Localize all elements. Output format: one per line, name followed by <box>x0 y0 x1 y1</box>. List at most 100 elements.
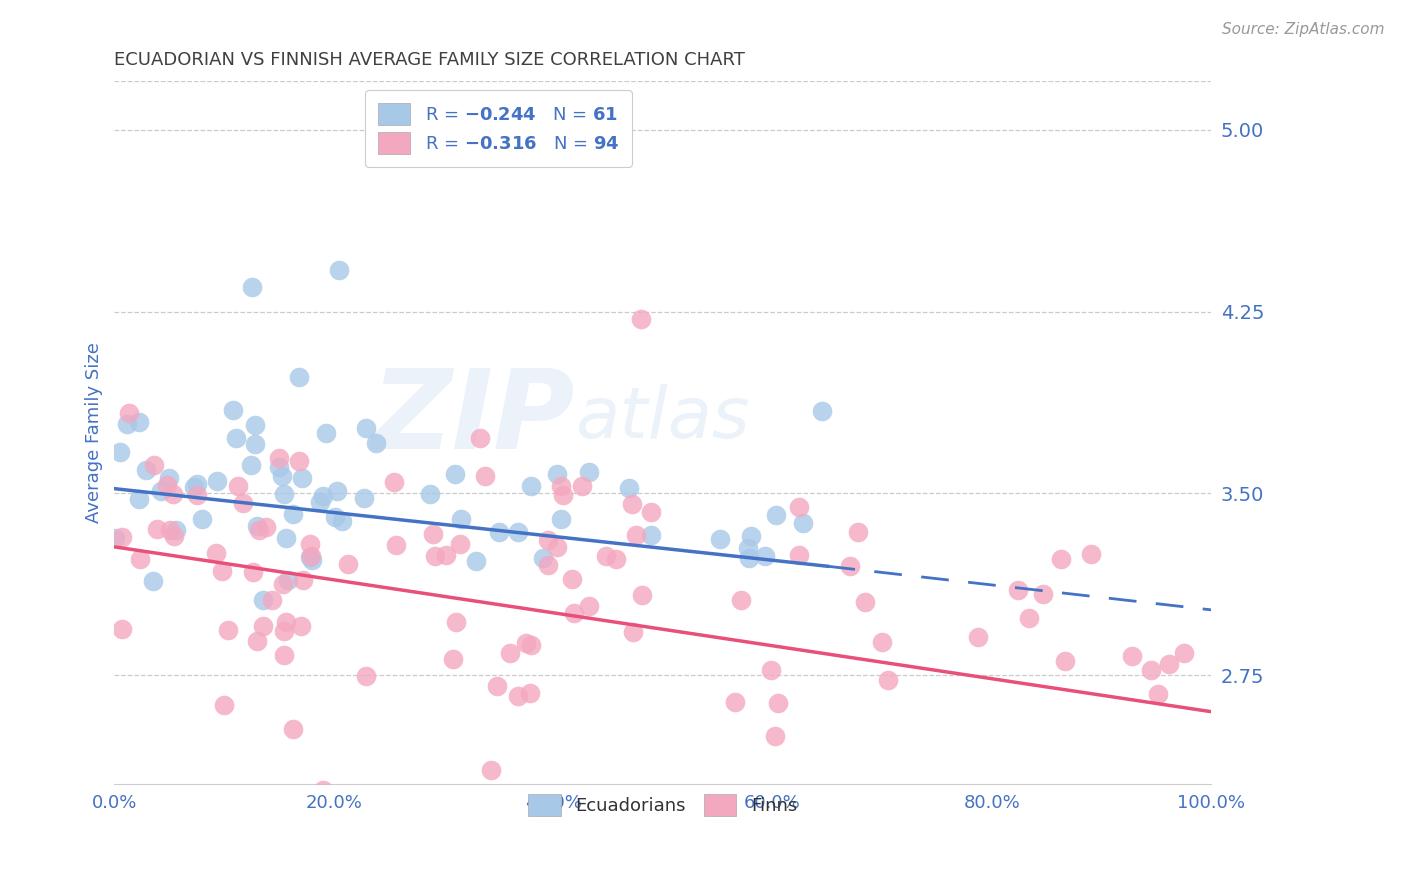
Point <box>546 541 568 555</box>
Point <box>578 465 600 479</box>
Point <box>709 532 731 546</box>
Point <box>252 619 274 633</box>
Legend: Ecuadorians, Finns: Ecuadorians, Finns <box>519 785 806 824</box>
Point <box>621 497 644 511</box>
Point <box>537 533 560 547</box>
Point <box>508 525 530 540</box>
Point <box>789 500 811 515</box>
Point <box>550 479 572 493</box>
Point <box>291 573 314 587</box>
Point <box>217 623 239 637</box>
Point <box>564 606 586 620</box>
Point <box>128 416 150 430</box>
Point <box>1140 663 1163 677</box>
Point <box>765 508 787 523</box>
Point <box>273 624 295 639</box>
Point <box>624 528 647 542</box>
Point <box>846 525 869 540</box>
Point <box>118 406 141 420</box>
Point <box>1053 654 1076 668</box>
Point <box>853 595 876 609</box>
Point <box>315 426 337 441</box>
Point <box>839 559 862 574</box>
Point <box>276 615 298 629</box>
Point <box>323 509 346 524</box>
Point <box>212 698 235 712</box>
Point <box>595 549 617 563</box>
Point <box>183 480 205 494</box>
Point <box>876 673 898 688</box>
Point <box>269 451 291 466</box>
Point <box>298 537 321 551</box>
Point <box>104 532 127 546</box>
Point <box>247 523 270 537</box>
Point <box>419 487 441 501</box>
Point <box>211 564 233 578</box>
Point <box>246 519 269 533</box>
Point <box>246 634 269 648</box>
Point <box>870 634 893 648</box>
Point <box>1050 552 1073 566</box>
Point <box>301 553 323 567</box>
Point <box>630 312 652 326</box>
Point <box>290 619 312 633</box>
Point <box>276 531 298 545</box>
Point <box>159 523 181 537</box>
Point <box>520 479 543 493</box>
Point <box>186 488 208 502</box>
Point <box>226 479 249 493</box>
Point <box>441 651 464 665</box>
Point <box>1121 648 1143 663</box>
Point <box>326 484 349 499</box>
Point <box>740 529 762 543</box>
Point <box>252 593 274 607</box>
Point <box>640 528 662 542</box>
Point <box>967 631 990 645</box>
Point <box>479 763 502 777</box>
Point <box>621 625 644 640</box>
Point <box>108 445 131 459</box>
Point <box>288 370 311 384</box>
Point <box>1173 646 1195 660</box>
Text: Source: ZipAtlas.com: Source: ZipAtlas.com <box>1222 22 1385 37</box>
Point <box>765 730 787 744</box>
Point <box>553 488 575 502</box>
Point <box>312 490 335 504</box>
Point <box>269 460 291 475</box>
Point <box>364 436 387 450</box>
Point <box>724 694 747 708</box>
Point <box>291 471 314 485</box>
Point <box>766 696 789 710</box>
Point <box>312 783 335 797</box>
Point <box>423 549 446 563</box>
Point <box>242 565 264 579</box>
Point <box>737 541 759 555</box>
Point <box>571 479 593 493</box>
Point <box>789 548 811 562</box>
Text: atlas: atlas <box>575 384 749 453</box>
Point <box>422 526 444 541</box>
Point <box>617 481 640 495</box>
Point <box>515 636 537 650</box>
Text: ECUADORIAN VS FINNISH AVERAGE FAMILY SIZE CORRELATION CHART: ECUADORIAN VS FINNISH AVERAGE FAMILY SIZ… <box>114 51 745 69</box>
Point <box>508 690 530 704</box>
Point <box>1080 547 1102 561</box>
Point <box>273 648 295 663</box>
Point <box>792 516 814 530</box>
Point <box>499 646 522 660</box>
Point <box>382 475 405 490</box>
Point <box>191 512 214 526</box>
Point <box>299 549 322 563</box>
Point <box>337 557 360 571</box>
Point <box>243 437 266 451</box>
Point <box>754 549 776 563</box>
Point <box>128 492 150 507</box>
Point <box>1018 611 1040 625</box>
Point <box>450 511 472 525</box>
Point <box>1146 687 1168 701</box>
Point <box>531 550 554 565</box>
Point <box>486 679 509 693</box>
Point <box>283 723 305 737</box>
Point <box>129 551 152 566</box>
Point <box>146 522 169 536</box>
